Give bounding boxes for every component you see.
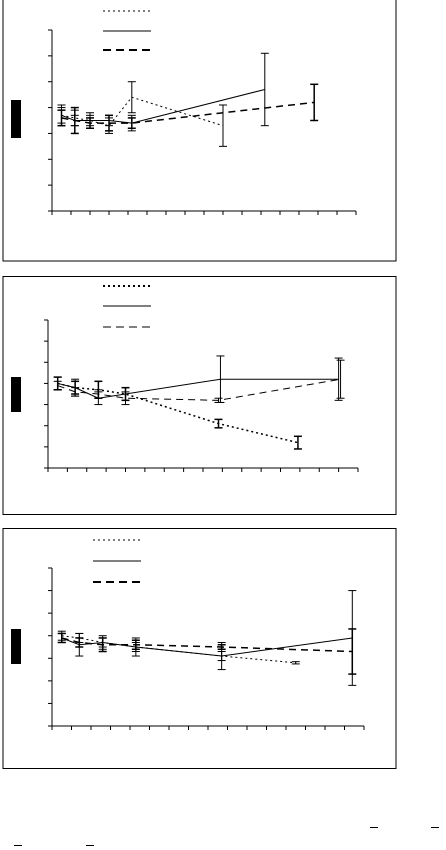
legend xyxy=(103,10,151,51)
panel-border xyxy=(2,0,397,262)
footer-mark xyxy=(86,845,94,846)
series-line-dotted xyxy=(57,382,299,444)
plot-area xyxy=(44,319,359,472)
chart-panel-2 xyxy=(2,276,397,515)
y-axis-label-block xyxy=(11,377,21,412)
series-line-dashed xyxy=(57,378,341,401)
y-axis-label-block xyxy=(11,100,21,138)
legend xyxy=(93,539,141,583)
series-line-dotted xyxy=(61,96,224,127)
series-line-dashed xyxy=(61,101,315,124)
chart-panel-3 xyxy=(2,528,397,769)
series-line-solid xyxy=(61,637,353,657)
chart-panel-1 xyxy=(2,0,397,262)
legend xyxy=(103,285,151,328)
series-line-solid xyxy=(57,378,339,399)
panel-border xyxy=(2,276,397,515)
footer-mark xyxy=(370,827,378,828)
footer-mark xyxy=(14,845,22,846)
plot-area xyxy=(48,29,357,215)
y-axis-label-block xyxy=(11,629,21,664)
series-line-dashed xyxy=(61,637,353,653)
footer-mark xyxy=(431,827,439,828)
panel-border xyxy=(2,528,397,769)
series-line-solid xyxy=(61,88,265,124)
plot-area xyxy=(48,567,365,730)
